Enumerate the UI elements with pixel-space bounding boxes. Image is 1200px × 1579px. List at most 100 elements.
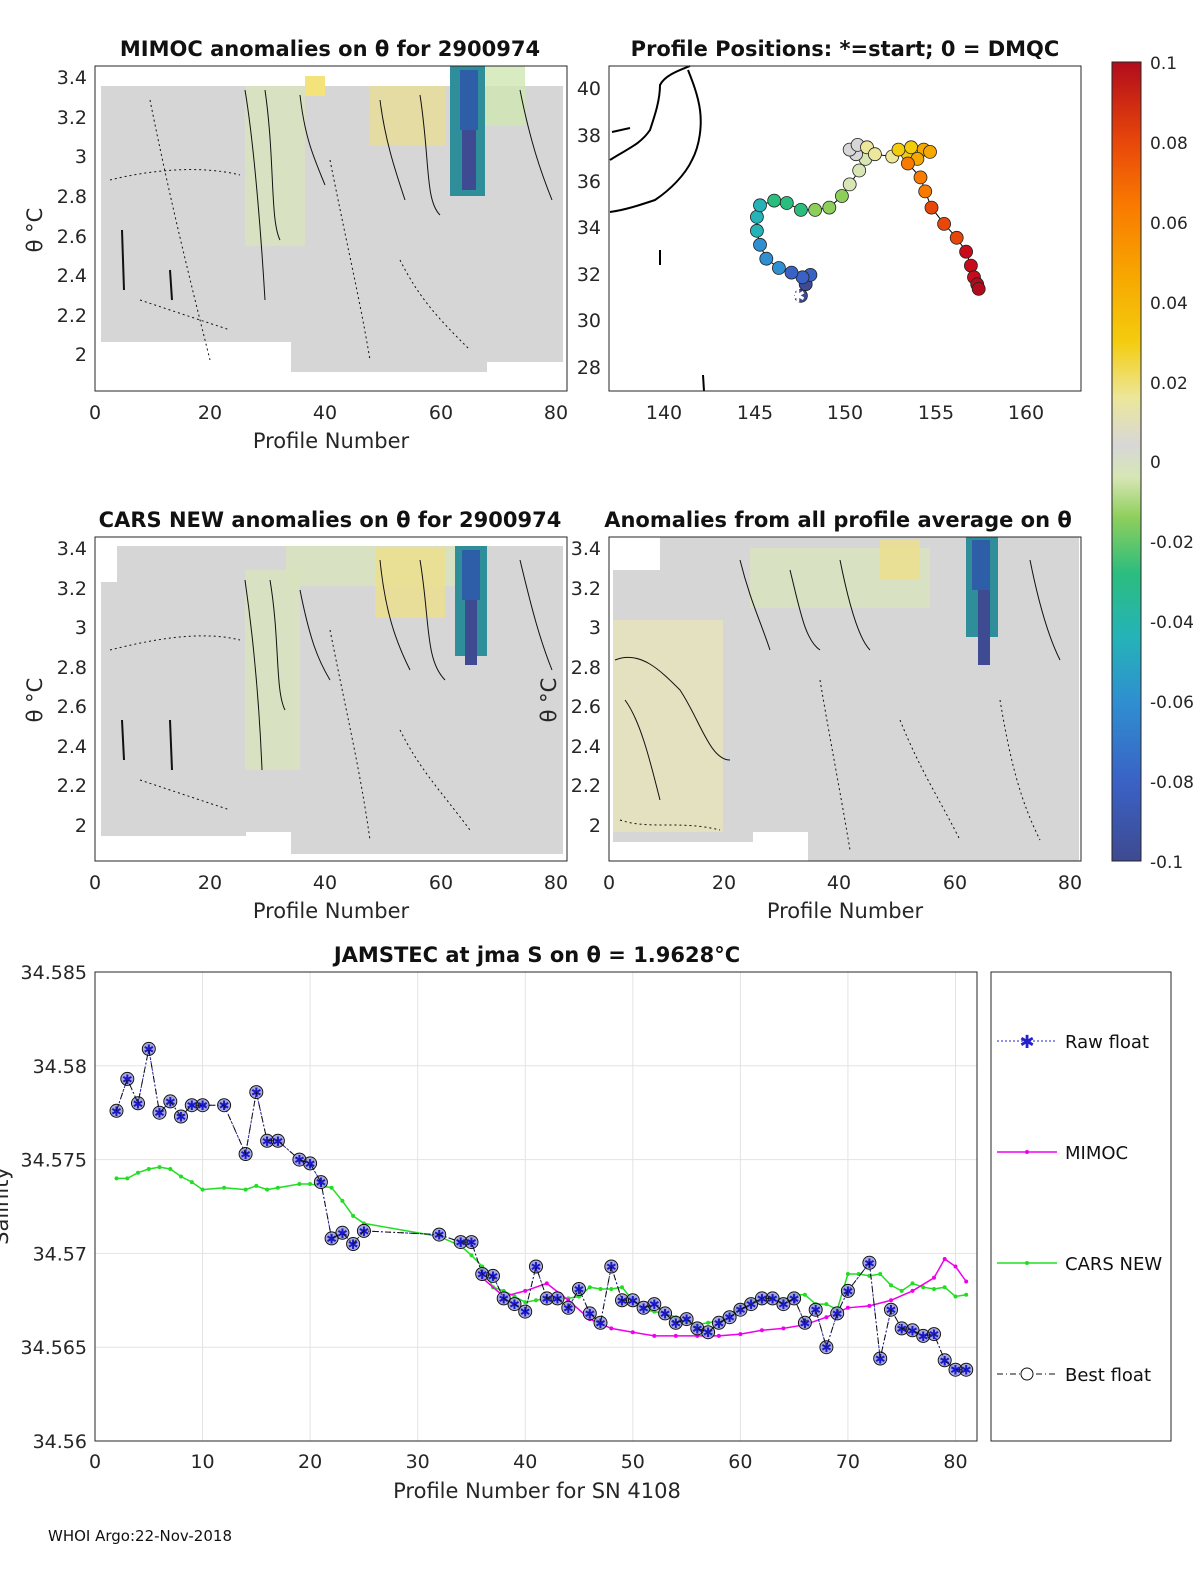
series-point bbox=[840, 1283, 855, 1298]
track-point bbox=[794, 288, 808, 303]
avg-y-ticks: 3.4 3.2 3 2.8 2.6 2.4 2.2 2 bbox=[571, 538, 601, 837]
mimoc-y-ticks: 3.4 3.2 3 2.8 2.6 2.4 2.2 2 bbox=[57, 67, 87, 366]
series-line-best-float bbox=[116, 1048, 967, 1371]
series-point: ✱ bbox=[337, 1227, 348, 1242]
series-point-fill bbox=[745, 1298, 758, 1311]
cars-ylabel: θ °C bbox=[23, 678, 47, 723]
mimoc-xtick: 80 bbox=[544, 402, 568, 424]
track-point bbox=[891, 142, 906, 157]
series-point bbox=[335, 1225, 350, 1240]
mimoc-title: MIMOC anomalies on θ for 2900974 bbox=[120, 37, 540, 61]
series-point: ✱ bbox=[154, 1107, 165, 1122]
series-point-fill bbox=[917, 1329, 930, 1342]
salinity-xtick: 20 bbox=[298, 1451, 322, 1473]
series-point bbox=[948, 1362, 963, 1377]
series-point-fill bbox=[831, 1307, 844, 1320]
series-point bbox=[744, 1297, 759, 1312]
series-point bbox=[313, 1175, 328, 1190]
series-point bbox=[609, 1287, 614, 1291]
track-point bbox=[852, 163, 867, 178]
series-point: ✱ bbox=[939, 1354, 950, 1369]
series-point: ✱ bbox=[584, 1307, 595, 1322]
series-point-fill bbox=[314, 1176, 327, 1189]
track-point bbox=[808, 202, 822, 217]
track-point bbox=[901, 156, 915, 171]
salinity-panel: JAMSTEC at jma S on θ = 1.9628°C ✱✱✱✱✱✱✱… bbox=[0, 943, 1172, 1503]
series-point bbox=[587, 1285, 592, 1290]
series-point: ✱ bbox=[638, 1302, 649, 1317]
positions-ytick: 30 bbox=[577, 310, 601, 332]
cars-ytick: 2.2 bbox=[57, 775, 87, 797]
series-point-fill bbox=[121, 1072, 134, 1085]
series-point: ✱ bbox=[789, 1292, 800, 1307]
series-point-fill bbox=[637, 1301, 650, 1314]
positions-ytick: 34 bbox=[577, 217, 601, 239]
series-point bbox=[308, 1182, 313, 1186]
series-point-fill bbox=[304, 1157, 317, 1170]
series-point: ✱ bbox=[111, 1105, 122, 1120]
positions-ytick: 38 bbox=[577, 125, 601, 147]
series-point bbox=[706, 1320, 711, 1325]
avg-panel: Anomalies from all profile average on θ … bbox=[537, 508, 1082, 923]
footer-text: WHOI Argo:22-Nov-2018 bbox=[48, 1527, 232, 1545]
avg-xtick: 40 bbox=[827, 872, 851, 894]
series-point: ✱ bbox=[767, 1292, 778, 1307]
series-point: ✱ bbox=[907, 1324, 918, 1339]
track-point bbox=[923, 144, 937, 159]
series-point: ✱ bbox=[488, 1270, 499, 1285]
series-point bbox=[830, 1306, 845, 1321]
series-point bbox=[453, 1235, 468, 1250]
track-point bbox=[822, 200, 837, 215]
series-point bbox=[475, 1267, 490, 1281]
series-point bbox=[964, 1279, 969, 1284]
mimoc-xtick: 20 bbox=[198, 402, 222, 424]
series-point bbox=[507, 1297, 522, 1312]
salinity-axes-bg bbox=[95, 972, 977, 1441]
series-point: ✱ bbox=[315, 1176, 326, 1191]
series-point bbox=[523, 1288, 528, 1293]
track-point bbox=[753, 237, 767, 252]
salinity-xtick: 60 bbox=[728, 1451, 752, 1473]
series-point bbox=[932, 1287, 936, 1291]
series-point bbox=[630, 1330, 635, 1335]
colorbar-tick: -0.02 bbox=[1150, 533, 1194, 553]
series-point bbox=[346, 1237, 361, 1251]
series-point: ✱ bbox=[165, 1095, 176, 1110]
mimoc-x-ticks: 0 20 40 60 80 bbox=[89, 402, 568, 424]
series-point: ✱ bbox=[821, 1341, 832, 1356]
series-point: ✱ bbox=[929, 1328, 940, 1343]
avg-xtick: 80 bbox=[1058, 872, 1082, 894]
positions-y-ticks: 40 38 36 34 32 30 28 bbox=[577, 78, 601, 379]
series-point bbox=[109, 1103, 124, 1118]
colorbar-tick: -0.1 bbox=[1150, 853, 1183, 873]
float-track: ✱ bbox=[750, 137, 986, 307]
series-point: ✱ bbox=[756, 1292, 767, 1307]
positions-title: Profile Positions: *=start; 0 = DMQC bbox=[631, 37, 1060, 61]
series-point-fill bbox=[734, 1303, 747, 1316]
series-point-fill bbox=[132, 1097, 144, 1110]
series-point bbox=[469, 1253, 474, 1258]
colorbar-ticks: 0.1 0.08 0.06 0.04 0.02 0 -0.02 -0.04 -0… bbox=[1150, 54, 1194, 873]
series-point: ✱ bbox=[918, 1330, 929, 1345]
series-point bbox=[593, 1315, 608, 1330]
series-point bbox=[324, 1231, 339, 1246]
cars-y-ticks: 3.4 3.2 3 2.8 2.6 2.4 2.2 2 bbox=[57, 538, 87, 837]
series-point bbox=[189, 1180, 194, 1185]
series-point: ✱ bbox=[961, 1364, 972, 1379]
salinity-ytick: 34.585 bbox=[21, 962, 87, 984]
avg-x-ticks: 0 20 40 60 80 bbox=[603, 872, 1082, 894]
series-point bbox=[894, 1321, 909, 1336]
series-point: ✱ bbox=[692, 1322, 703, 1337]
salinity-ytick: 34.575 bbox=[21, 1150, 87, 1172]
series-point: ✱ bbox=[713, 1317, 724, 1332]
series-point bbox=[921, 1285, 926, 1290]
mimoc-ytick: 3.4 bbox=[57, 67, 87, 89]
series-point: ✱ bbox=[466, 1236, 477, 1251]
mimoc-ytick: 2.6 bbox=[57, 226, 87, 248]
track-point bbox=[971, 281, 986, 296]
series-point bbox=[523, 1300, 528, 1305]
series-point: ✱ bbox=[358, 1225, 369, 1240]
salinity-series: ✱✱✱✱✱✱✱✱ ✱ ✱✱✱✱ ✱✱ ✱✱✱ ✱✱✱ ✱ ✱ ✱✱ ✱✱ ✱ ✱✱✱ ✱✱✱✱✱✱✱ ✱ ✱… bbox=[109, 1041, 974, 1379]
series-point bbox=[942, 1285, 947, 1290]
track-point bbox=[904, 140, 918, 155]
